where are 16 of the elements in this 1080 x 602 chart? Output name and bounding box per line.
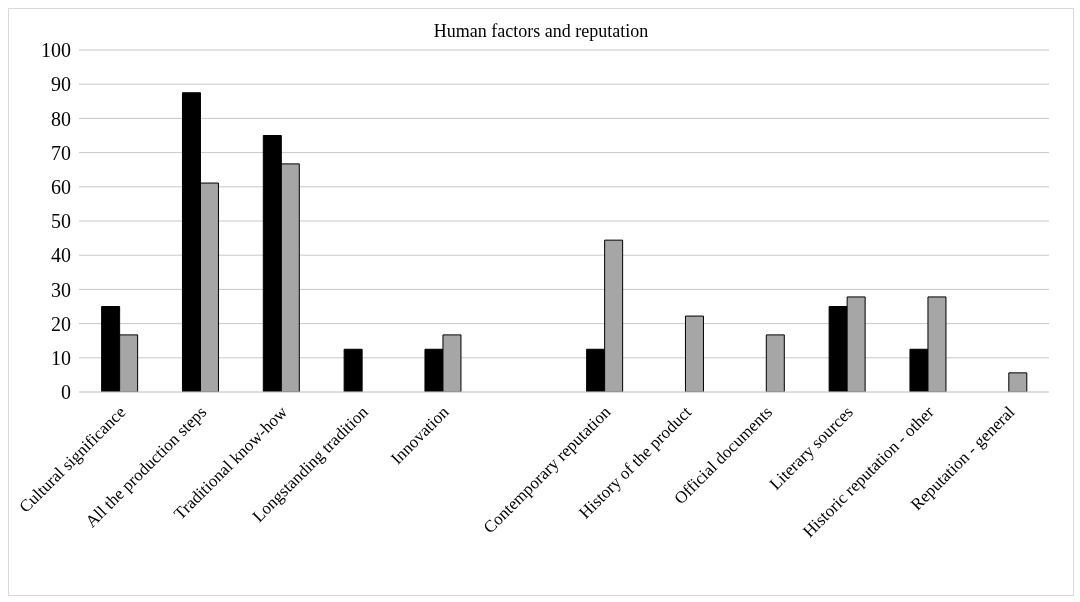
y-tick-label: 100 xyxy=(41,39,71,62)
y-tick-label: 60 xyxy=(51,175,71,198)
y-tick-label: 40 xyxy=(51,244,71,267)
y-tick-label: 0 xyxy=(61,381,71,404)
y-tick-label: 10 xyxy=(51,346,71,369)
y-tick-label: 20 xyxy=(51,312,71,335)
y-tick-label: 90 xyxy=(51,73,71,96)
y-tick-label: 50 xyxy=(51,210,71,233)
chart-title: Human factors and reputation xyxy=(433,21,649,41)
bar xyxy=(1008,372,1028,392)
y-tick-label: 70 xyxy=(51,141,71,164)
y-tick-label: 80 xyxy=(51,107,71,130)
bar xyxy=(343,348,363,392)
bar xyxy=(765,334,785,392)
bar xyxy=(684,315,704,392)
y-tick-label: 30 xyxy=(51,278,71,301)
